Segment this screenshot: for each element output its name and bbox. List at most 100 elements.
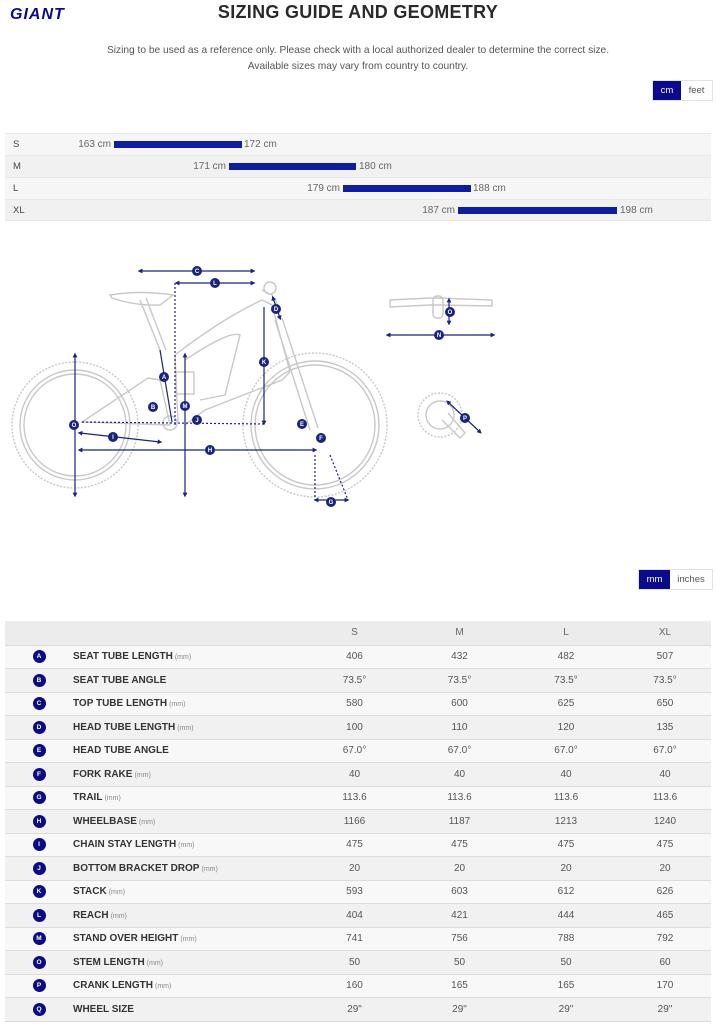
value-m: 110 — [406, 715, 513, 739]
size-row-s: S 163 cm 172 cm — [5, 133, 711, 155]
header-size-xl: XL — [619, 621, 711, 645]
letter-badge: A — [32, 650, 46, 664]
value-l: 612 — [513, 879, 619, 904]
measurement-unit: (mm) — [110, 912, 127, 920]
value-xl: 650 — [619, 691, 711, 716]
size-row-m: M 171 cm 180 cm — [5, 155, 711, 177]
letter-badge: G — [32, 791, 46, 805]
measurement-unit: (mm) — [169, 701, 186, 709]
value-xl: 113.6 — [619, 785, 711, 810]
measurement-name: HEAD TUBE LENGTH — [73, 721, 176, 733]
range-max: 198 cm — [620, 205, 653, 216]
value-s: 67.0° — [303, 738, 406, 763]
measurement-name: STEM LENGTH — [73, 956, 145, 968]
svg-text:M: M — [183, 404, 188, 410]
letter-badge: M — [32, 932, 46, 946]
value-s: 741 — [303, 926, 406, 951]
value-m: 600 — [406, 691, 513, 716]
value-s: 40 — [303, 762, 406, 786]
value-l: 40 — [513, 762, 619, 786]
badge-c: C — [192, 266, 202, 276]
badge-p: P — [460, 413, 470, 423]
header-size-m: M — [406, 621, 513, 645]
table-header-row: S M L XL — [5, 621, 711, 645]
disclaimer-line-2: Available sizes may vary from country to… — [247, 61, 469, 72]
table-row-k: K STACK (mm) 593 603 612 626 — [5, 879, 711, 904]
measurement-name: SEAT TUBE LENGTH — [73, 651, 173, 663]
size-row-l: L 179 cm 188 cm — [5, 177, 711, 199]
value-l: 444 — [513, 903, 619, 927]
measurement-unit: (mm) — [178, 842, 195, 850]
badge-l: L — [210, 278, 220, 288]
value-l: 788 — [513, 926, 619, 951]
inches-button[interactable]: inches — [670, 570, 712, 589]
value-xl: 626 — [619, 879, 711, 904]
value-l: 1213 — [513, 809, 619, 833]
value-xl: 135 — [619, 715, 711, 739]
value-m: 603 — [406, 879, 513, 904]
bike-outline — [11, 281, 493, 498]
value-s: 593 — [303, 879, 406, 904]
letter-badge: L — [32, 908, 46, 922]
measurement-name: CRANK LENGTH — [73, 980, 153, 992]
letter-badge: E — [32, 744, 46, 758]
measurement-name: STAND OVER HEIGHT — [73, 933, 179, 945]
table-row-j: J BOTTOM BRACKET DROP (mm) 20 20 20 20 — [5, 856, 711, 880]
measurement-unit: (mm) — [174, 654, 192, 662]
value-m: 73.5° — [406, 668, 513, 692]
value-m: 421 — [406, 903, 513, 927]
table-row-g: G TRAIL (mm) 113.6 113.6 113.6 113.6 — [5, 785, 711, 810]
measurement-name: WHEELBASE — [73, 815, 137, 827]
size-label: M — [13, 161, 21, 172]
letter-badge: Q — [32, 1002, 46, 1016]
value-s: 50 — [303, 950, 406, 974]
cm-button[interactable]: cm — [653, 81, 681, 100]
value-xl: 792 — [619, 926, 711, 951]
badge-e: E — [297, 419, 307, 429]
letter-badge: F — [32, 767, 46, 781]
header-size-l: L — [513, 621, 619, 645]
disclaimer: Sizing to be used as a reference only. P… — [0, 43, 716, 75]
svg-text:J: J — [195, 418, 198, 424]
badge-g: G — [326, 497, 336, 507]
table-row-h: H WHEELBASE (mm) 1166 1187 1213 1240 — [5, 809, 711, 833]
measurement-unit: (mm) — [177, 724, 194, 732]
measurement-unit: (mm) — [201, 865, 218, 873]
value-s: 160 — [303, 973, 406, 998]
badge-m: M — [180, 401, 190, 411]
feet-button[interactable]: feet — [681, 81, 712, 100]
value-s: 113.6 — [303, 785, 406, 810]
svg-text:H: H — [208, 448, 212, 454]
range-min: 163 cm — [78, 139, 111, 150]
giant-logo[interactable]: GIANT — [8, 5, 84, 21]
size-label: S — [13, 139, 20, 150]
table-row-a: A SEAT TUBE LENGTH (mm) 406 432 482 507 — [5, 644, 711, 669]
mm-button[interactable]: mm — [639, 570, 670, 589]
letter-badge: K — [32, 885, 46, 899]
badge-j: J — [192, 415, 202, 425]
range-bar — [458, 207, 617, 214]
value-l: 120 — [513, 715, 619, 739]
size-row-xl: XL 187 cm 198 cm — [5, 199, 711, 221]
value-m: 20 — [406, 856, 513, 880]
value-xl: 40 — [619, 762, 711, 786]
page-title: SIZING GUIDE AND GEOMETRY — [217, 2, 499, 22]
size-label: L — [13, 183, 19, 194]
dimension-badges: A B C D E F G H I J K L M N O O P — [69, 266, 470, 507]
disclaimer-line-1: Sizing to be used as a reference only. P… — [106, 45, 610, 56]
table-row-q: Q WHEEL SIZE 29" 29" 29" 29" — [5, 997, 711, 1022]
value-m: 1187 — [406, 809, 513, 833]
value-l: 20 — [513, 856, 619, 880]
measurement-name: FORK RAKE — [73, 768, 133, 780]
value-s: 100 — [303, 715, 406, 739]
geometry-unit-toggle: mm inches — [638, 569, 713, 590]
table-row-b: B SEAT TUBE ANGLE 73.5° 73.5° 73.5° 73.5… — [5, 668, 711, 692]
value-l: 29" — [513, 997, 619, 1022]
value-l: 50 — [513, 950, 619, 974]
table-row-o: O STEM LENGTH (mm) 50 50 50 60 — [5, 950, 711, 974]
header-name — [73, 621, 303, 645]
value-xl: 73.5° — [619, 668, 711, 692]
value-xl: 475 — [619, 832, 711, 857]
measurement-name: REACH — [73, 909, 109, 921]
size-range-chart: S 163 cm 172 cm M 171 cm 180 cm L 179 cm… — [5, 133, 711, 221]
